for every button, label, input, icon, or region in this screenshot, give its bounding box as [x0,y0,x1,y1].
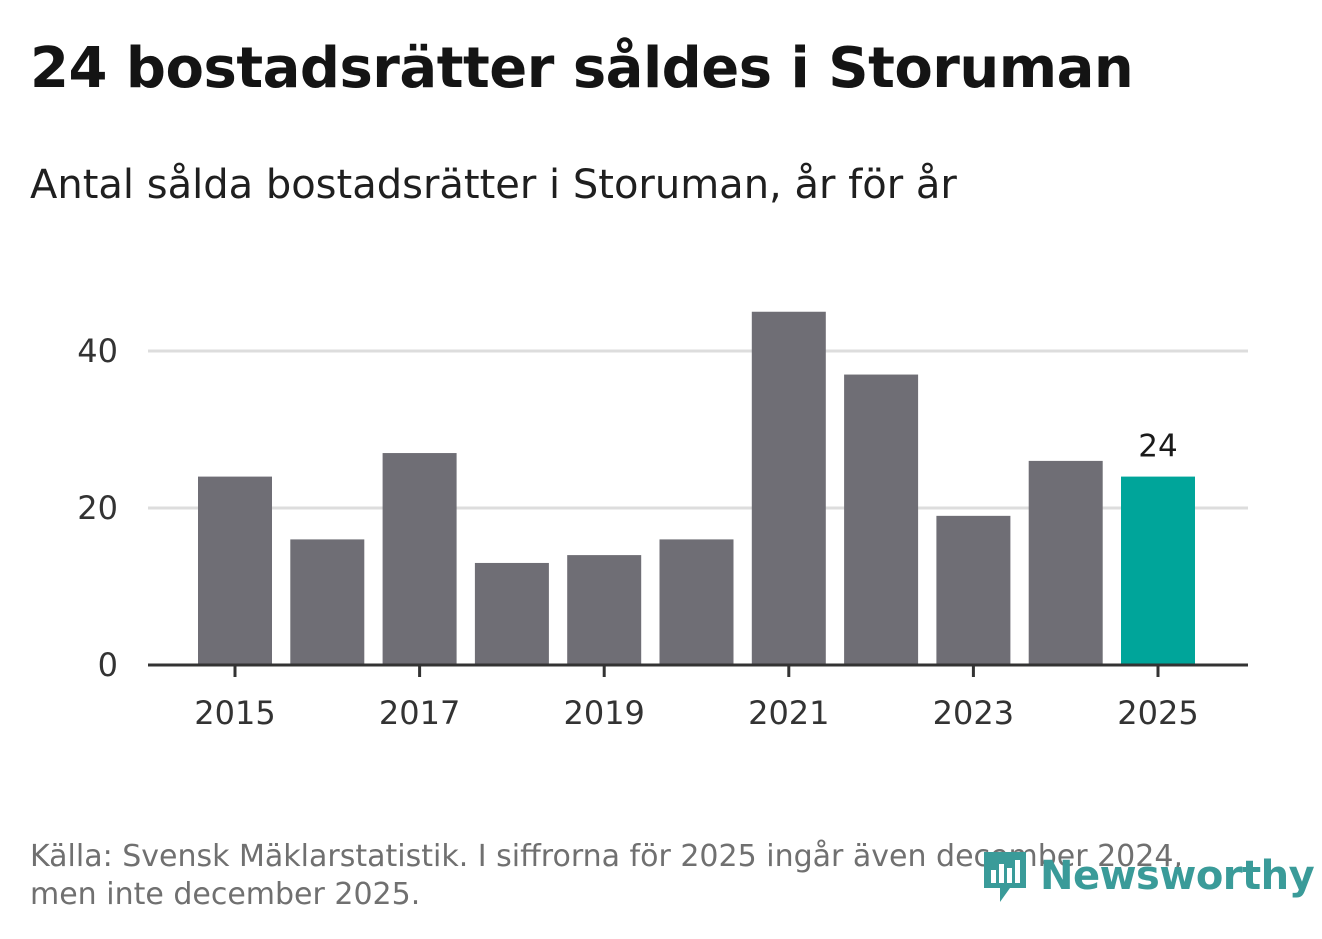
x-tick-label-2017: 2017 [379,694,460,732]
bar-chart: 0 20 40 24 2015 2017 2019 2021 2023 2025 [77,311,1248,732]
value-label-2025: 24 [1138,429,1177,465]
bar-2021 [751,311,826,665]
source-line-2: men inte december 2025. [30,877,421,912]
y-tick-label-40: 40 [77,332,118,370]
y-tick-label-0: 0 [98,646,118,684]
bar-2015 [198,476,272,665]
bar-2020 [659,539,734,665]
chart-subtitle: Antal sålda bostadsrätter i Storuman, år… [30,162,957,208]
bar-2025 [1121,476,1195,665]
bar-2016 [290,539,365,665]
bar-2023 [936,515,1011,665]
y-tick-label-20: 20 [77,489,118,527]
newsworthy-logo-text: Newsworthy [1040,853,1315,899]
bar-2024 [1028,460,1103,665]
newsworthy-logo-icon [984,852,1026,902]
x-tick-label-2015: 2015 [194,694,275,732]
x-tick-label-2019: 2019 [563,694,644,732]
x-tick-label-2023: 2023 [933,694,1014,732]
x-tick-label-2025: 2025 [1117,694,1198,732]
bar-2019 [567,555,642,665]
bar-2022 [844,374,919,665]
chart-title: 24 bostadsrätter såldes i Storuman [30,36,1134,101]
x-tick-label-2021: 2021 [748,694,829,732]
bar-2018 [474,562,549,665]
bar-2017 [382,453,457,665]
newsworthy-logo: Newsworthy [980,848,1315,904]
